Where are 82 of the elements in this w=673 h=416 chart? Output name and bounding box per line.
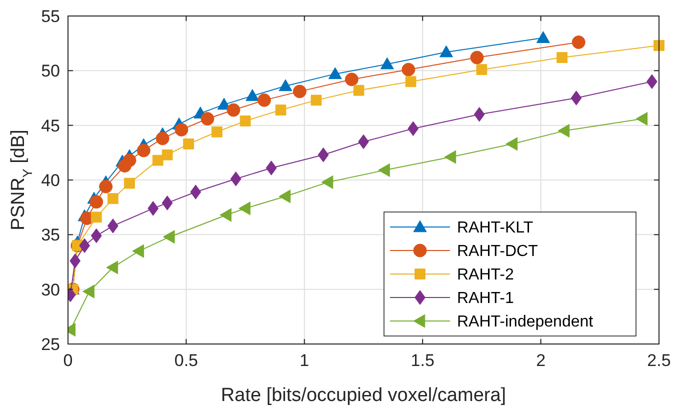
point — [183, 138, 194, 150]
point — [211, 126, 222, 138]
point — [174, 122, 188, 136]
point — [654, 40, 664, 51]
x-tick-label: 2 — [536, 351, 546, 370]
point — [292, 84, 306, 98]
point — [220, 208, 232, 222]
point — [79, 238, 90, 253]
point — [318, 147, 329, 162]
point — [70, 254, 81, 268]
point — [358, 134, 369, 150]
point — [344, 72, 358, 86]
point — [156, 132, 170, 146]
legend-label: RAHT-KLT — [457, 220, 534, 237]
point — [572, 36, 586, 49]
y-tick-label: 50 — [41, 62, 60, 81]
point — [90, 228, 102, 244]
point — [278, 190, 291, 204]
point — [408, 121, 419, 136]
point — [82, 284, 94, 298]
point — [257, 93, 271, 107]
point — [106, 260, 118, 274]
point — [646, 74, 658, 89]
point — [378, 163, 390, 177]
point — [476, 64, 488, 76]
x-axis-title: Rate [bits/occupied voxel/camera] — [220, 385, 506, 406]
point — [132, 244, 144, 258]
point — [266, 160, 277, 176]
legend-label: RAHT-1 — [457, 290, 514, 308]
point — [190, 184, 202, 200]
point — [99, 180, 113, 194]
point — [536, 31, 550, 43]
point — [474, 107, 485, 122]
point — [328, 67, 342, 80]
point — [405, 76, 416, 88]
point — [439, 45, 453, 58]
point — [124, 178, 135, 189]
point — [506, 137, 518, 151]
point — [636, 112, 648, 126]
point — [402, 62, 416, 76]
point — [107, 193, 118, 204]
point — [226, 103, 240, 117]
point — [136, 144, 150, 158]
point — [275, 104, 286, 116]
point — [162, 230, 175, 244]
y-tick-label: 40 — [41, 170, 60, 190]
x-tick-label: 0 — [63, 351, 73, 370]
point — [570, 90, 582, 106]
point — [107, 218, 118, 234]
point — [238, 202, 250, 216]
y-tick-label: 30 — [41, 280, 60, 300]
point — [558, 124, 570, 138]
point — [321, 175, 334, 189]
point — [162, 196, 173, 210]
point — [230, 172, 242, 186]
y-tick-label: 45 — [41, 116, 60, 136]
point — [556, 52, 568, 63]
y-tick-label: 55 — [41, 6, 60, 26]
point — [240, 116, 251, 126]
point — [380, 57, 394, 70]
legend-label: RAHT-independent — [457, 314, 594, 331]
point — [278, 79, 292, 92]
y-tick-label: 35 — [41, 226, 60, 245]
x-tick-label: 1 — [300, 351, 310, 370]
point — [353, 84, 364, 96]
point — [444, 150, 456, 164]
point — [246, 89, 260, 101]
legend-label: RAHT-DCT — [457, 243, 538, 260]
point — [152, 154, 164, 166]
x-tick-label: 2.5 — [647, 351, 671, 370]
point — [90, 195, 104, 209]
point — [122, 154, 136, 168]
point — [148, 201, 159, 216]
point — [470, 50, 484, 64]
point — [90, 212, 102, 223]
y-tick-label: 25 — [41, 334, 60, 354]
point — [310, 94, 322, 106]
x-tick-label: 0.5 — [174, 351, 198, 370]
point — [162, 149, 173, 160]
legend-label: RAHT-2 — [457, 266, 514, 284]
point — [200, 112, 214, 126]
x-tick-label: 1.5 — [410, 351, 434, 370]
